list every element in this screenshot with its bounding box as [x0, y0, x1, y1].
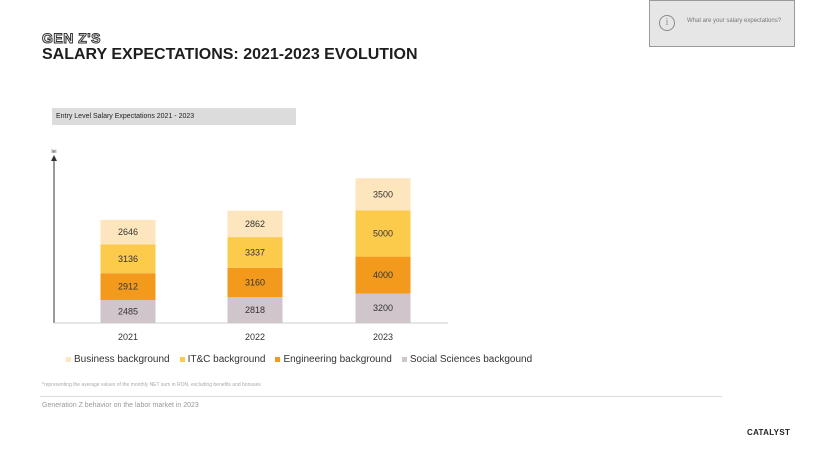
data-label-2022-3: 2862	[245, 219, 265, 229]
y-axis-arrow	[51, 155, 57, 161]
x-tick-label-2022: 2022	[245, 332, 265, 342]
legend-label-social-sciences: Social Sciences backgound	[409, 354, 533, 365]
legend-swatch-engineering	[275, 357, 281, 362]
data-label-2023-1: 4000	[373, 270, 393, 280]
legend-item-social-sciences: Social Sciences backgound	[401, 354, 533, 365]
legend-item-itc: IT&C background	[179, 354, 266, 365]
data-label-2021-1: 2912	[118, 282, 138, 292]
legend-label-itc: IT&C background	[187, 354, 266, 365]
y-axis-label: lei	[51, 149, 56, 155]
bar-segment-2021-2	[100, 244, 156, 274]
data-label-2023-3: 3500	[373, 189, 393, 199]
bar-segment-2022-2	[227, 237, 283, 268]
info-text: What are your salary expectations?	[687, 18, 782, 24]
bar-segment-2023-2	[355, 210, 411, 257]
bar-segment-2022-3	[227, 210, 283, 238]
info-box: i What are your salary expectations?	[649, 0, 795, 47]
page-subtitle: GEN Z'S	[42, 30, 101, 47]
data-label-2023-0: 3200	[373, 303, 393, 313]
footer-text: Generation Z behavior on the labor marke…	[42, 402, 199, 409]
bar-segment-2023-3	[355, 178, 411, 211]
data-label-2022-2: 3337	[245, 247, 265, 257]
x-tick-label-2023: 2023	[373, 332, 393, 342]
footnote: *representing the average values of the …	[42, 382, 261, 388]
data-label-2021-0: 2485	[118, 307, 138, 317]
page-title: SALARY EXPECTATIONS: 2021-2023 EVOLUTION	[42, 46, 418, 63]
legend-swatch-itc	[179, 357, 185, 362]
stacked-bar-chart: lei 2485 2912 3136 2646 2021 2818 3160 3337 2862 2…	[51, 149, 448, 342]
bar-segment-2021-0	[100, 300, 156, 323]
bar-segment-2022-1	[227, 267, 283, 298]
chart-title: Entry Level Salary Expectations 2021 - 2…	[52, 108, 296, 125]
bar-segment-2021-1	[100, 273, 156, 301]
x-tick-label-2021: 2021	[118, 332, 138, 342]
data-label-2022-0: 2818	[245, 305, 265, 315]
footer-divider	[40, 396, 722, 397]
data-label-2021-3: 2646	[118, 227, 138, 237]
legend-item-business: Business background	[66, 354, 170, 365]
legend-swatch-social-sciences	[401, 357, 407, 362]
info-icon: i	[659, 15, 675, 31]
bar-segment-2023-1	[355, 256, 411, 294]
bar-segment-2023-0	[355, 293, 411, 323]
data-label-2022-1: 3160	[245, 277, 265, 287]
legend-item-engineering: Engineering background	[275, 354, 392, 365]
chart-legend: Business background IT&C background Engi…	[66, 354, 532, 365]
bar-segment-2021-3	[100, 219, 156, 245]
data-label-2021-2: 3136	[118, 254, 138, 264]
bar-segment-2022-0	[227, 297, 283, 323]
data-label-2023-2: 5000	[373, 229, 393, 239]
legend-swatch-business	[66, 357, 71, 362]
legend-label-engineering: Engineering background	[283, 354, 392, 365]
legend-label-business: Business background	[74, 354, 170, 365]
brand-logo: CATALYST	[747, 428, 791, 437]
